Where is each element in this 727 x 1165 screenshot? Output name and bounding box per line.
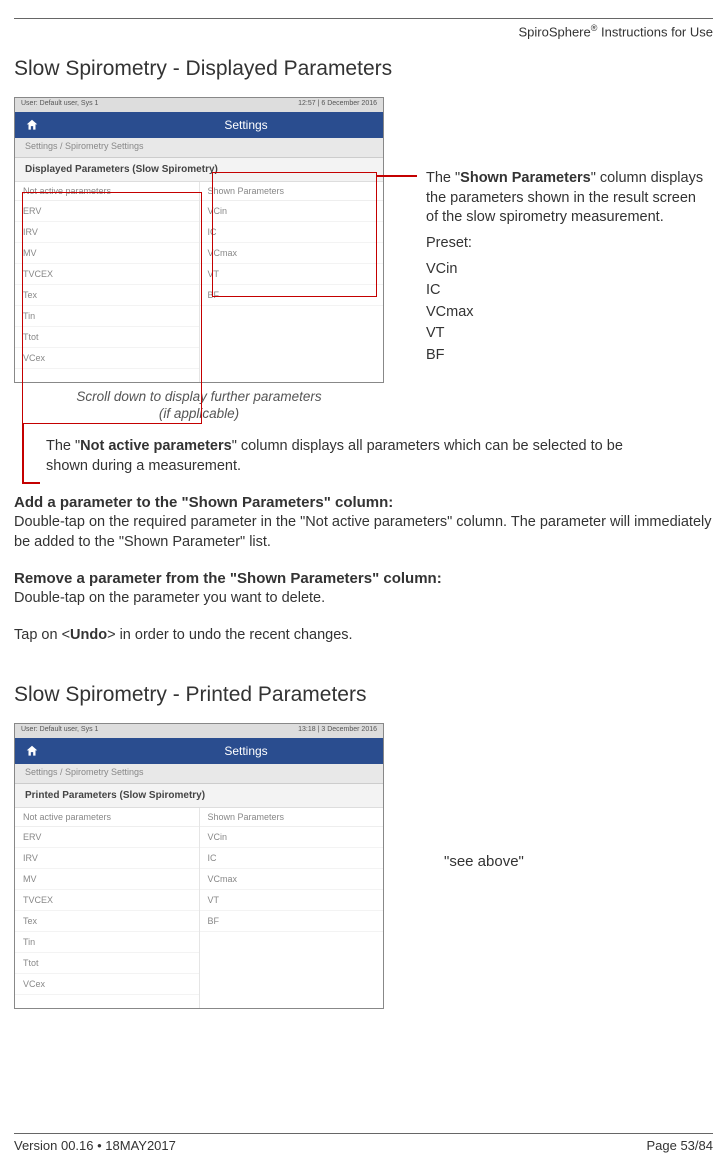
heading-displayed-params: Slow Spirometry - Displayed Parameters <box>14 57 713 81</box>
heading-printed-params: Slow Spirometry - Printed Parameters <box>14 683 713 707</box>
callout-bold: Shown Parameters <box>460 170 591 186</box>
product-name: SpiroSphere <box>518 24 590 39</box>
ss-time: 12:57 | 6 December 2016 <box>298 100 377 110</box>
preset-item: BF <box>426 346 706 366</box>
ss-title: Settings <box>119 118 373 132</box>
header-suffix: Instructions for Use <box>597 24 713 39</box>
undo-post: > in order to undo the recent changes. <box>107 627 352 643</box>
ss-caption: Printed Parameters (Slow Spirometry) <box>15 784 383 808</box>
ss-statusbar: User: Default user, Sys 1 13:18 | 3 Dece… <box>15 724 383 738</box>
callout-text: The " <box>426 170 460 186</box>
page-footer: Version 00.16 • 18MAY2017 Page 53/84 <box>14 1133 713 1153</box>
footer-page: Page 53/84 <box>646 1138 713 1153</box>
footer-version: Version 00.16 • 18MAY2017 <box>14 1138 176 1153</box>
annotation-line-notactive-v <box>22 424 24 482</box>
see-above-text: "see above" <box>444 853 524 870</box>
preset-item: VCmax <box>426 303 706 323</box>
ss-body: Not active parameters ERV IRV MV TVCEX T… <box>15 808 383 1008</box>
screenshot-printed: User: Default user, Sys 1 13:18 | 3 Dece… <box>14 723 384 1009</box>
callout-shown-text: The "Shown Parameters" column displays t… <box>426 169 706 367</box>
heading-remove: Remove a parameter from the "Shown Param… <box>14 570 713 587</box>
param-item: VCmax <box>200 869 384 890</box>
param-item: IC <box>200 848 384 869</box>
ss-breadcrumb: Settings / Spirometry Settings <box>15 764 383 784</box>
colhead-shown: Shown Parameters <box>200 808 384 827</box>
ss-title: Settings <box>119 744 373 758</box>
undo-pre: Tap on < <box>14 627 70 643</box>
annotation-box-notactive <box>22 192 202 424</box>
home-icon <box>25 744 39 758</box>
col-shown: Shown Parameters VCin IC VCmax VT BF <box>200 808 384 1008</box>
param-item: VCin <box>200 827 384 848</box>
preset-label: Preset: <box>426 234 706 254</box>
param-item: MV <box>15 869 199 890</box>
param-item: ERV <box>15 827 199 848</box>
text-add: Double-tap on the required parameter in … <box>14 513 713 552</box>
param-item: VT <box>200 890 384 911</box>
text-undo: Tap on <Undo> in order to undo the recen… <box>14 627 713 643</box>
callout-bold: Not active parameters <box>80 438 232 454</box>
callout-text: The " <box>46 438 80 454</box>
col-not-active: Not active parameters ERV IRV MV TVCEX T… <box>15 808 200 1008</box>
callout-not-active-text: The "Not active parameters" column displ… <box>46 437 666 476</box>
preset-item: VT <box>426 324 706 344</box>
param-item: Ttot <box>15 953 199 974</box>
ss-statusbar: User: Default user, Sys 1 12:57 | 6 Dece… <box>15 98 383 112</box>
annotation-line-shown <box>377 175 417 177</box>
param-item: Tin <box>15 932 199 953</box>
param-item: Tex <box>15 911 199 932</box>
ss-titlebar: Settings <box>15 738 383 764</box>
home-icon <box>25 118 39 132</box>
param-item: TVCEX <box>15 890 199 911</box>
undo-bold: Undo <box>70 627 107 643</box>
figure-displayed: User: Default user, Sys 1 12:57 | 6 Dece… <box>14 97 713 476</box>
param-item: VCex <box>15 974 199 995</box>
figure-printed: User: Default user, Sys 1 13:18 | 3 Dece… <box>14 723 713 1009</box>
param-item: IRV <box>15 848 199 869</box>
annotation-line-notactive-h <box>22 482 40 484</box>
ss-user: User: Default user, Sys 1 <box>21 726 98 736</box>
param-item: BF <box>200 911 384 932</box>
text-remove: Double-tap on the parameter you want to … <box>14 589 713 609</box>
preset-item: VCin <box>426 260 706 280</box>
preset-item: IC <box>426 281 706 301</box>
preset-list: VCin IC VCmax VT BF <box>426 260 706 366</box>
ss-breadcrumb: Settings / Spirometry Settings <box>15 138 383 158</box>
colhead-not-active: Not active parameters <box>15 808 199 827</box>
annotation-box-shown <box>212 172 377 297</box>
page-header: SpiroSphere® Instructions for Use <box>14 23 713 39</box>
heading-add: Add a parameter to the "Shown Parameters… <box>14 494 713 511</box>
ss-titlebar: Settings <box>15 112 383 138</box>
ss-user: User: Default user, Sys 1 <box>21 100 98 110</box>
ss-time: 13:18 | 3 December 2016 <box>298 726 377 736</box>
